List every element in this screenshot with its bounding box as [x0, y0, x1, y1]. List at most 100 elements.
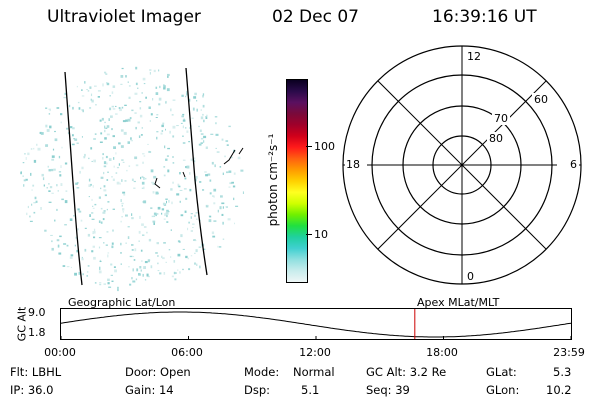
speckle [59, 174, 62, 177]
speckle [205, 116, 208, 119]
speckle [186, 92, 189, 96]
speckle [118, 163, 120, 166]
speckle [33, 211, 36, 214]
speckle [208, 219, 212, 223]
speckle [150, 207, 153, 209]
speckle [143, 186, 145, 190]
speckle [99, 260, 102, 262]
speckle [165, 211, 169, 215]
speckle [119, 108, 122, 112]
speckle [25, 178, 28, 181]
speckle [155, 252, 158, 254]
speckle [112, 135, 115, 138]
speckle [163, 87, 166, 90]
speckle [23, 184, 25, 187]
seq-readout: Seq: 39 [366, 383, 410, 397]
speckle [128, 96, 131, 99]
speckle [104, 71, 107, 74]
coastline [154, 177, 161, 189]
longitude-line [64, 71, 83, 286]
speckle [134, 112, 137, 114]
speckle [107, 254, 109, 258]
speckle [105, 73, 108, 75]
speckle [65, 190, 68, 192]
speckle [111, 242, 114, 245]
speckle [178, 185, 181, 188]
speckle [97, 96, 100, 98]
speckle [169, 130, 171, 134]
speckle [122, 211, 124, 213]
speckle [54, 219, 56, 222]
speckle [203, 119, 205, 123]
speckle [81, 166, 84, 170]
speckle [184, 210, 187, 213]
speckle [116, 166, 120, 169]
speckle [97, 90, 101, 92]
speckle [194, 252, 196, 254]
speckle [218, 246, 222, 248]
speckle [190, 213, 193, 215]
speckle [171, 275, 174, 278]
speckle [51, 158, 55, 161]
speckle [75, 236, 77, 239]
speckle [158, 103, 161, 106]
speckle [64, 92, 66, 96]
speckle [135, 164, 139, 167]
lat-label-70: 70 [494, 112, 508, 125]
speckle [111, 91, 114, 94]
speckle [196, 263, 198, 266]
speckle [162, 257, 165, 260]
instrument-title: Ultraviolet Imager [47, 7, 201, 27]
speckle [235, 205, 239, 207]
speckle [131, 109, 134, 112]
speckle [91, 212, 94, 214]
speckle [40, 207, 42, 210]
speckle [227, 218, 231, 221]
speckle [135, 82, 138, 86]
speckle [194, 262, 196, 265]
speckle [112, 85, 116, 88]
speckle [77, 208, 80, 211]
speckle [63, 96, 67, 99]
speckle [98, 270, 102, 274]
speckle [179, 189, 183, 191]
speckle [67, 132, 70, 135]
speckle [164, 145, 166, 149]
speckle [140, 176, 142, 180]
speckle [189, 188, 192, 192]
speckle [214, 116, 218, 118]
speckle [185, 255, 188, 259]
speckle [102, 153, 104, 156]
speckle [121, 106, 124, 109]
speckle [102, 211, 106, 214]
speckle [155, 117, 158, 118]
speckle [134, 156, 138, 160]
speckle [37, 147, 41, 151]
speckle [168, 199, 170, 203]
speckle [61, 198, 64, 201]
speckle [164, 213, 167, 217]
speckle [155, 86, 158, 89]
speckle [182, 135, 184, 137]
speckle [50, 168, 54, 172]
speckle [226, 144, 229, 146]
speckle [27, 205, 29, 209]
speckle [40, 132, 44, 135]
speckle [57, 244, 60, 248]
speckle [107, 201, 110, 203]
speckle [106, 82, 110, 86]
speckle [181, 115, 184, 118]
speckle [232, 185, 236, 188]
speckle [179, 271, 181, 274]
speckle [222, 221, 224, 225]
speckle [152, 98, 154, 101]
speckle [213, 195, 215, 198]
speckle [91, 218, 95, 220]
speckle [100, 221, 103, 224]
speckle [94, 133, 97, 135]
speckle [51, 240, 53, 243]
speckle [91, 160, 93, 162]
speckle [57, 190, 59, 192]
speckle [142, 273, 144, 277]
speckle [70, 126, 73, 129]
